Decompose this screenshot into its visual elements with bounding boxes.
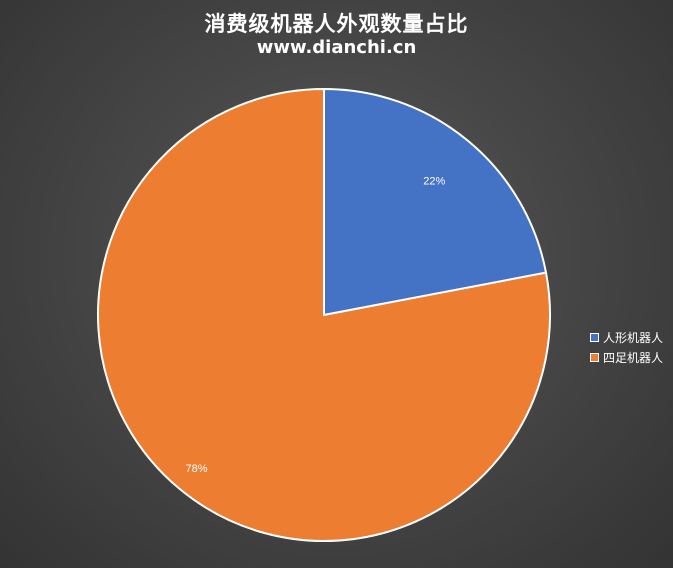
data-label-quadruped: 78%	[185, 463, 207, 475]
pie-slices	[97, 87, 551, 542]
chart-title: 消费级机器人外观数量占比	[204, 12, 469, 36]
pie-data-labels: 22% 78%	[185, 176, 445, 475]
legend-swatch-humanoid	[590, 332, 599, 342]
chart-subtitle: www.dianchi.cn	[256, 37, 417, 58]
legend: 人形机器人 四足机器人	[590, 327, 663, 367]
legend-label-quadruped: 四足机器人	[603, 350, 664, 365]
legend-label-humanoid: 人形机器人	[603, 330, 664, 345]
legend-swatch-quadruped	[590, 352, 599, 362]
legend-item-humanoid: 人形机器人	[590, 327, 663, 347]
pie-slice-humanoid	[323, 87, 548, 317]
pie-slice-quadruped	[97, 87, 551, 542]
data-label-humanoid: 22%	[423, 176, 445, 188]
legend-item-quadruped: 四足机器人	[590, 347, 663, 367]
